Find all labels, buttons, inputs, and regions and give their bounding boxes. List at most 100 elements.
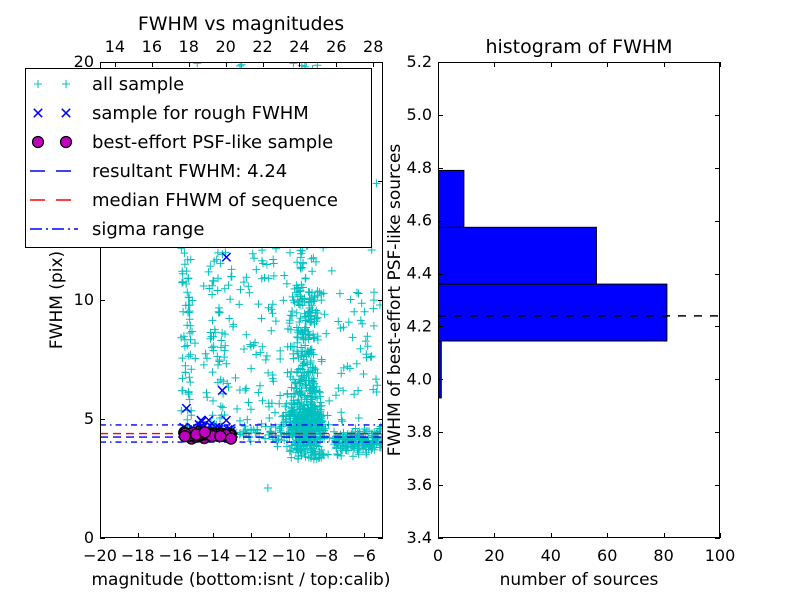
scatter-point — [266, 326, 276, 336]
x-tick-label: 40 — [541, 546, 561, 565]
scatter-point — [320, 309, 330, 319]
scatter-point — [331, 390, 341, 400]
scatter-point — [268, 370, 278, 380]
scatter-point — [251, 350, 261, 359]
scatter-point — [318, 449, 328, 459]
scatter-point — [232, 404, 242, 414]
left-plot-xlabel: magnitude (bottom:isnt / top:calib) — [92, 570, 391, 590]
y-tick-label: 0 — [84, 528, 94, 547]
scatter-point — [220, 284, 230, 294]
scatter-point — [205, 261, 215, 271]
scatter-point — [335, 289, 345, 299]
scatter-point — [286, 453, 296, 463]
scatter-point — [323, 450, 333, 459]
scatter-point — [268, 308, 277, 318]
scatter-point — [253, 299, 263, 309]
scatter-point — [192, 62, 202, 68]
scatter-point — [224, 280, 234, 290]
scatter-point — [187, 327, 197, 336]
x-tick-label: 100 — [705, 546, 736, 565]
scatter-point — [177, 278, 187, 288]
scatter-point — [190, 353, 200, 363]
psf-point — [224, 432, 238, 445]
scatter-point — [356, 315, 366, 325]
scatter-point — [362, 331, 372, 341]
scatter-point — [216, 401, 226, 411]
top-axis-tick-label: 18 — [179, 37, 199, 56]
left-plot-axes: −20 −18 −16 −14 −12 −10 −8 −6 14 16 18 20 22 24 26 28 0 5… — [74, 37, 384, 565]
scatter-point — [241, 330, 251, 340]
scatter-point — [178, 386, 188, 395]
scatter-point — [275, 354, 285, 364]
scatter-point — [260, 434, 270, 443]
scatter-point — [182, 415, 192, 425]
legend-label: sample for rough FWHM — [92, 103, 309, 124]
y-tick-label: 10 — [74, 290, 94, 309]
scatter-point — [243, 281, 253, 291]
scatter-point — [288, 62, 298, 68]
scatter-point — [369, 295, 379, 305]
right-plot-xlabel: number of sources — [500, 570, 659, 590]
reference-lines — [100, 424, 383, 443]
scatter-point — [349, 389, 359, 399]
scatter-point — [275, 424, 285, 434]
left-plot: −20 −18 −16 −14 −12 −10 −8 −6 14 16 18 20 22 24 26 28 0 5… — [47, 13, 390, 590]
scatter-point — [324, 396, 334, 406]
y-tick-label: 4.2 — [407, 316, 432, 335]
scatter-point — [213, 286, 223, 295]
scatter-point — [248, 249, 258, 259]
scatter-point — [307, 266, 317, 276]
scatter-point — [257, 313, 266, 323]
x-tick-label: 80 — [653, 546, 673, 565]
scatter-point — [262, 260, 272, 269]
y-tick-label: 3.6 — [407, 475, 432, 494]
x-tick-label: −10 — [272, 546, 306, 565]
scatter-point — [287, 306, 297, 316]
scatter-point — [278, 295, 288, 305]
scatter-point — [214, 308, 224, 318]
scatter-point — [353, 386, 363, 396]
right-plot-axes: 0 20 40 60 80 100 3.4 3.6 3.8 4.0 4.2 4.4 4.6 4.8 5.0 5… — [407, 52, 736, 565]
scatter-point — [190, 338, 200, 348]
histogram-bar — [438, 169, 465, 228]
histogram-bars — [438, 169, 668, 399]
scatter-point — [271, 316, 281, 326]
scatter-point — [184, 351, 194, 361]
psf-point — [214, 429, 227, 443]
scatter-point — [185, 377, 195, 387]
scatter-point — [216, 336, 226, 345]
scatter-point — [337, 416, 347, 426]
scatter-point — [185, 394, 195, 404]
scatter-point — [357, 319, 367, 329]
scatter-point — [244, 288, 254, 298]
x-tick-label: −20 — [83, 546, 117, 565]
scatter-point — [235, 416, 245, 426]
scatter-point — [368, 304, 378, 314]
scatter-point — [183, 307, 193, 317]
scatter-point — [201, 349, 211, 359]
scatter-point — [212, 351, 222, 361]
scatter-point — [354, 289, 364, 298]
scatter-point — [241, 383, 251, 393]
scatter-point — [221, 415, 232, 426]
scatter-point — [299, 334, 309, 344]
scatter-point — [337, 415, 347, 425]
scatter-point — [268, 299, 278, 309]
scatter-point — [257, 342, 267, 352]
scatter-point — [226, 272, 236, 282]
scatter-point — [369, 287, 379, 297]
scatter-point — [234, 299, 244, 309]
scatter-point — [224, 314, 234, 323]
scatter-point — [221, 359, 231, 369]
scatter-point — [275, 391, 285, 400]
scatter-point — [246, 364, 256, 374]
scatter-point — [222, 378, 232, 388]
scatter-point — [213, 360, 223, 370]
scatter-point — [218, 402, 228, 412]
scatter-point — [354, 413, 364, 423]
scatter-point — [367, 351, 377, 361]
psf-point — [178, 430, 192, 443]
scatter-point — [285, 248, 295, 258]
